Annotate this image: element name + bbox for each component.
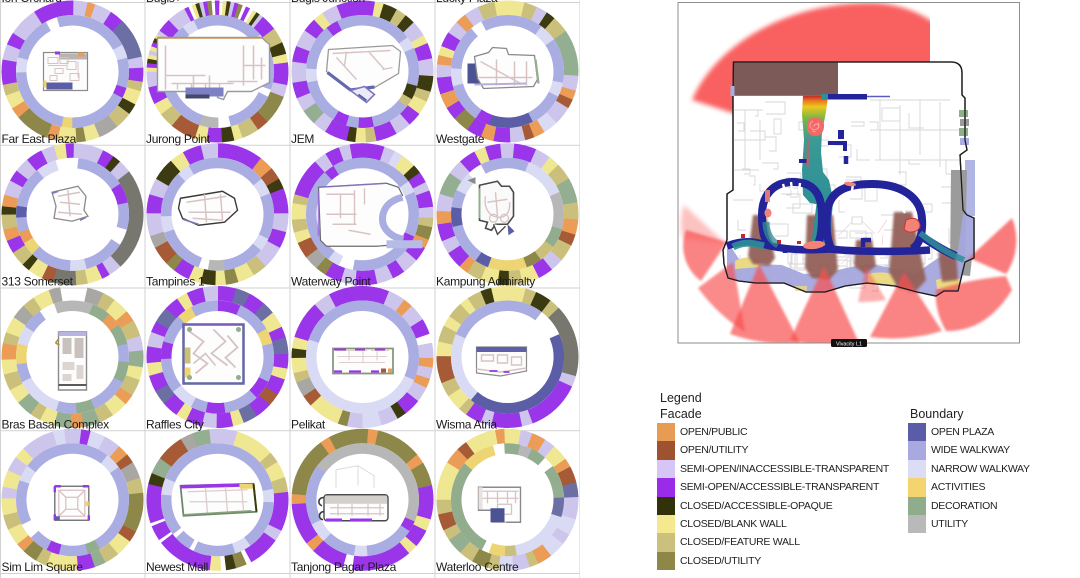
svg-text:313 Somerset: 313 Somerset [2, 275, 74, 289]
svg-text:Newest Mall: Newest Mall [146, 560, 208, 574]
svg-text:JEM: JEM [291, 132, 314, 146]
svg-text:Wisma Atria: Wisma Atria [436, 417, 497, 431]
svg-text:Kampung Admiralty: Kampung Admiralty [436, 275, 535, 289]
svg-text:Bras Basah Complex: Bras Basah Complex [2, 417, 110, 431]
svg-text:Ion Orchard: Ion Orchard [2, 0, 62, 5]
svg-text:Raffles City: Raffles City [146, 417, 204, 431]
svg-text:Tanjong Pagar Plaza: Tanjong Pagar Plaza [291, 560, 397, 574]
svg-text:Waterloo Centre: Waterloo Centre [436, 560, 519, 574]
svg-text:Waterway Point: Waterway Point [291, 275, 371, 289]
svg-text:Sim Lim Square: Sim Lim Square [2, 560, 84, 574]
svg-text:Bugis Junction: Bugis Junction [291, 0, 365, 5]
svg-text:Vivacity L1: Vivacity L1 [836, 341, 862, 347]
svg-text:Lucky Plaza: Lucky Plaza [436, 0, 498, 5]
svg-text:Westgate: Westgate [436, 132, 485, 146]
svg-text:Bugis+: Bugis+ [146, 0, 182, 5]
svg-text:Far East Plaza: Far East Plaza [2, 132, 77, 146]
svg-text:Jurong Point: Jurong Point [146, 132, 211, 146]
svg-text:Tampines 1: Tampines 1 [146, 275, 205, 289]
svg-text:Pelikat: Pelikat [291, 417, 326, 431]
